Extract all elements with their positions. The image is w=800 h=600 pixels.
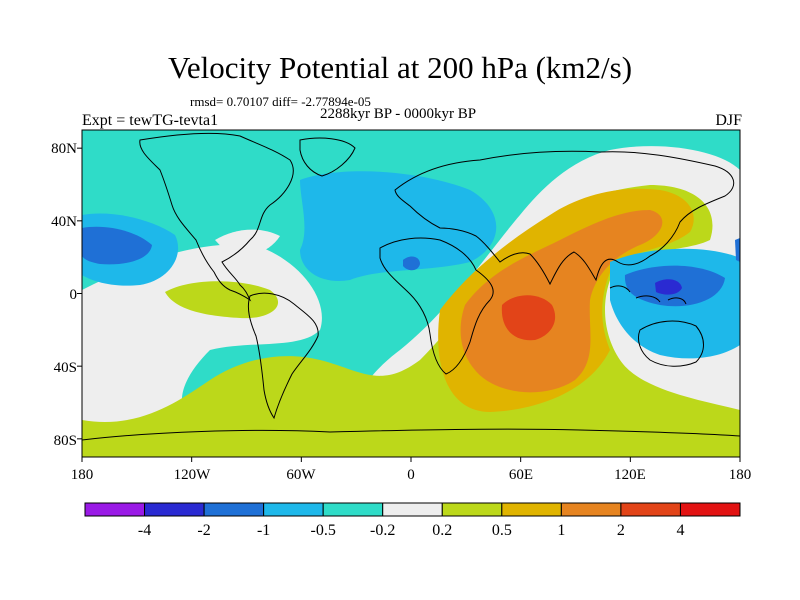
colorbar-label: 4	[676, 522, 685, 539]
darkest-blue-maritime-core	[655, 279, 682, 295]
contour-field	[82, 130, 740, 457]
dark-orange-region	[460, 210, 663, 393]
blue-region-atlantic	[300, 171, 497, 281]
green-region-east-pacific	[165, 281, 279, 319]
lat-tick-label: 80S	[53, 433, 77, 449]
lat-tick-label: 40N	[51, 214, 77, 230]
lon-tick-label: 180	[70, 467, 94, 483]
colorbar-label: -0.2	[370, 522, 396, 539]
colorbar-label: -2	[197, 522, 211, 539]
lat-tick-label: 40S	[53, 360, 77, 376]
colorbar-label: 0.2	[432, 522, 453, 539]
colorbar-label: -0.5	[310, 522, 336, 539]
blue-region-dateline-edge	[735, 238, 740, 262]
lat-tick-label: 80N	[51, 141, 77, 157]
colorbar-swatch	[441, 502, 503, 517]
colorbar	[84, 502, 741, 517]
colorbar-swatch	[679, 502, 741, 517]
deep-blue-atlantic-spot	[403, 256, 420, 271]
colorbar-label: 0.5	[491, 522, 512, 539]
lon-tick-label: 120W	[173, 467, 211, 483]
lon-tick-label: 120E	[614, 467, 646, 483]
maritime-islands-outline	[609, 285, 687, 305]
colorbar-label: -1	[256, 522, 271, 539]
lon-tick-label: 60E	[508, 467, 534, 483]
lon-tick-label: 60W	[286, 467, 316, 483]
colorbar-label: 1	[557, 522, 566, 539]
colorbar-label: 2	[616, 522, 625, 539]
colorbar-swatch	[203, 502, 265, 517]
colorbar-swatch	[382, 502, 443, 517]
colorbar-label: -4	[137, 522, 152, 539]
colorbar-swatch	[322, 502, 384, 517]
lon-tick-label: 0	[407, 467, 415, 483]
colorbar-swatch	[144, 502, 205, 517]
experiment-label: Expt = tewTG-tevta1	[82, 112, 219, 129]
map-title: Velocity Potential at 200 hPa (km2/s)	[167, 50, 633, 85]
colorbar-swatch	[501, 502, 562, 517]
time-range-subtitle: 2288kyr BP - 0000kyr BP	[320, 106, 477, 122]
north-america-outline	[139, 132, 294, 302]
south-america-outline	[247, 292, 319, 420]
colorbar-swatch	[263, 502, 324, 517]
coastlines	[82, 132, 740, 441]
africa-outline	[379, 237, 494, 375]
stats-text: rmsd= 0.70107 diff= -2.77894e-05	[190, 94, 371, 109]
colorbar-swatch	[560, 502, 622, 517]
deep-blue-north-pacific	[82, 226, 152, 265]
lon-tick-label: 180	[728, 467, 752, 483]
greenland-outline	[299, 137, 356, 177]
colorbar-swatch	[84, 502, 146, 517]
eurasia-outline	[394, 150, 735, 286]
axis-ticks	[77, 147, 741, 462]
antarctica-outline	[82, 428, 740, 441]
season-label: DJF	[715, 112, 742, 129]
red-orange-core	[501, 295, 556, 341]
australia-outline	[637, 320, 704, 367]
colorbar-swatch	[620, 502, 681, 517]
lat-tick-label: 0	[69, 287, 78, 303]
